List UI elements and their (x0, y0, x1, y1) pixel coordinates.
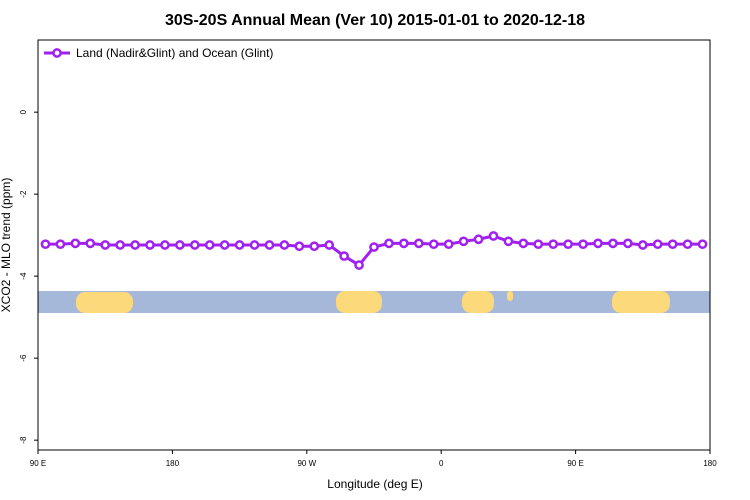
point (70, 238, 81, 249)
x-tick-label: 0 (439, 459, 444, 468)
legend-label: Land (Nadir&Glint) and Ocean (Glint) (76, 46, 273, 60)
x-axis-label: Longitude (deg E) (327, 477, 422, 491)
land (462, 291, 494, 313)
point (354, 260, 364, 270)
point (100, 240, 111, 250)
point (115, 240, 125, 250)
point (608, 238, 618, 249)
point (533, 239, 544, 250)
point (413, 238, 424, 249)
x-tick-label: 90 E (30, 459, 46, 468)
land (507, 291, 513, 301)
chart-title: 30S-20S Annual Mean (Ver 10) 2015-01-01 … (165, 12, 585, 29)
point (473, 234, 484, 245)
point (563, 239, 573, 250)
land-ocean-map (38, 291, 710, 313)
point (85, 238, 96, 249)
x-tick-label: 180 (166, 459, 180, 468)
point (682, 239, 693, 250)
plot-frame (37, 39, 711, 451)
point (264, 240, 275, 250)
point (488, 231, 499, 241)
point (160, 240, 170, 250)
point (189, 240, 200, 250)
land (612, 291, 670, 313)
land (76, 292, 133, 313)
point (219, 240, 230, 250)
point (40, 239, 51, 250)
point (130, 240, 140, 250)
y-tick-label: -6 (19, 354, 28, 362)
y-tick-label: -2 (19, 190, 28, 198)
point (309, 241, 320, 252)
x-tick-label: 90 E (567, 459, 583, 468)
point (667, 239, 678, 250)
point (234, 240, 245, 250)
x-tick-label: 90 W (297, 459, 316, 468)
point (443, 239, 454, 250)
point (145, 240, 155, 250)
point (578, 239, 588, 250)
point (249, 240, 260, 250)
legend-marker (52, 48, 62, 58)
point (637, 240, 648, 250)
point (548, 239, 559, 250)
point (697, 239, 708, 250)
point (384, 238, 394, 249)
point (518, 238, 529, 249)
x-tick-label: 180 (703, 459, 717, 468)
point (175, 240, 185, 250)
y-tick-label: -8 (19, 436, 28, 444)
point (204, 240, 215, 250)
point (369, 242, 379, 252)
point (279, 240, 290, 250)
point (652, 239, 663, 250)
y-axis-label: XCO2 - MLO trend (ppm) (0, 178, 13, 313)
point (55, 239, 66, 250)
point (593, 238, 603, 249)
point (503, 236, 514, 247)
land (336, 291, 382, 313)
y-tick-label: -4 (19, 272, 28, 280)
y-tick-label: 0 (19, 109, 28, 114)
point (623, 238, 633, 249)
point (324, 240, 335, 250)
point (399, 238, 409, 249)
point (428, 239, 439, 250)
point (294, 241, 305, 252)
point (458, 236, 469, 247)
point (339, 251, 349, 261)
